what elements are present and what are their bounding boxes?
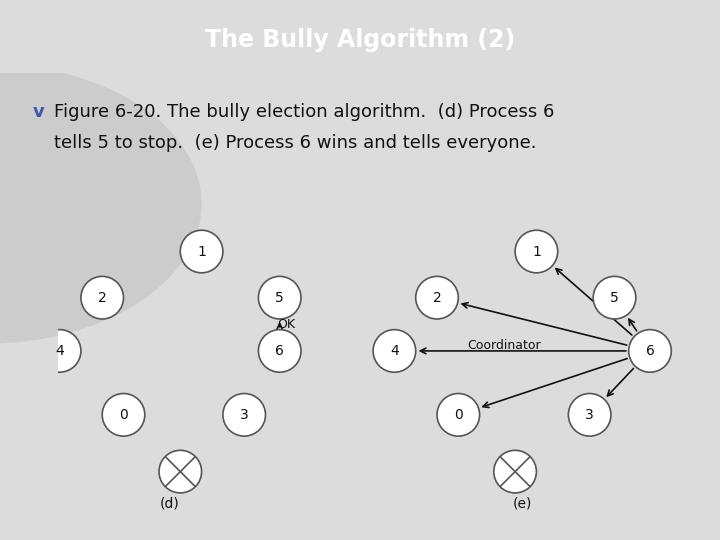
Circle shape <box>629 329 671 372</box>
Text: 3: 3 <box>240 408 248 422</box>
Text: 5: 5 <box>610 291 619 305</box>
Circle shape <box>415 276 459 319</box>
Circle shape <box>223 394 266 436</box>
Text: 2: 2 <box>98 291 107 305</box>
Text: 1: 1 <box>532 245 541 259</box>
Text: Coordinator: Coordinator <box>467 339 541 352</box>
Text: 0: 0 <box>454 408 463 422</box>
Text: The Bully Algorithm (2): The Bully Algorithm (2) <box>205 28 515 52</box>
Text: v: v <box>32 103 44 122</box>
Text: tells 5 to stop.  (e) Process 6 wins and tells everyone.: tells 5 to stop. (e) Process 6 wins and … <box>54 133 536 152</box>
Text: 6: 6 <box>275 344 284 358</box>
Circle shape <box>102 394 145 436</box>
Circle shape <box>494 450 536 493</box>
Circle shape <box>0 64 202 344</box>
Circle shape <box>437 394 480 436</box>
Text: 5: 5 <box>275 291 284 305</box>
Text: (d): (d) <box>160 497 179 510</box>
Text: 3: 3 <box>585 408 594 422</box>
Circle shape <box>159 450 202 493</box>
Text: 1: 1 <box>197 245 206 259</box>
Text: 6: 6 <box>646 344 654 358</box>
Text: Figure 6-20. The bully election algorithm.  (d) Process 6: Figure 6-20. The bully election algorith… <box>54 103 554 122</box>
Circle shape <box>593 276 636 319</box>
Circle shape <box>258 329 301 372</box>
Text: OK: OK <box>277 318 295 331</box>
Text: 2: 2 <box>433 291 441 305</box>
Circle shape <box>258 276 301 319</box>
Circle shape <box>515 230 558 273</box>
Text: 4: 4 <box>390 344 399 358</box>
Text: 0: 0 <box>119 408 128 422</box>
Circle shape <box>38 329 81 372</box>
Circle shape <box>568 394 611 436</box>
Circle shape <box>81 276 124 319</box>
Circle shape <box>373 329 415 372</box>
Text: 4: 4 <box>55 344 64 358</box>
Text: (e): (e) <box>513 497 532 510</box>
Circle shape <box>180 230 223 273</box>
